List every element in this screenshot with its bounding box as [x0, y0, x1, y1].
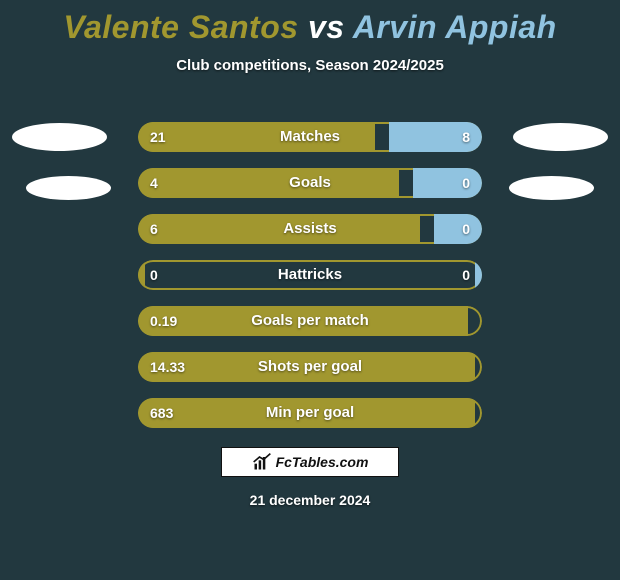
stat-row: 60Assists [138, 214, 482, 244]
title-vs: vs [308, 9, 345, 45]
stats-panel: 218Matches 40Goals 60Assists 00Hattricks 0.1… [138, 122, 482, 444]
stat-row: 0.19Goals per match [138, 306, 482, 336]
stat-row: 00Hattricks [138, 260, 482, 290]
stat-label: Matches [138, 122, 482, 152]
club-logo-left-1 [12, 123, 107, 151]
stat-label: Shots per goal [138, 352, 482, 382]
subtitle: Club competitions, Season 2024/2025 [0, 57, 620, 74]
stat-row: 218Matches [138, 122, 482, 152]
page-title: Valente Santos vs Arvin Appiah [0, 0, 620, 45]
stat-label: Assists [138, 214, 482, 244]
footer-date: 21 december 2024 [0, 492, 620, 508]
stat-row: 683Min per goal [138, 398, 482, 428]
brand-badge: FcTables.com [221, 447, 399, 477]
stat-row: 40Goals [138, 168, 482, 198]
brand-text: FcTables.com [276, 454, 369, 470]
title-player1: Valente Santos [63, 9, 298, 45]
chart-icon [252, 452, 272, 472]
stat-label: Min per goal [138, 398, 482, 428]
comparison-infographic: Valente Santos vs Arvin Appiah Club comp… [0, 0, 620, 580]
stat-row: 14.33Shots per goal [138, 352, 482, 382]
club-logo-right-2 [509, 176, 594, 200]
stat-label: Hattricks [138, 260, 482, 290]
stat-label: Goals per match [138, 306, 482, 336]
stat-label: Goals [138, 168, 482, 198]
club-logo-right-1 [513, 123, 608, 151]
title-player2: Arvin Appiah [353, 9, 557, 45]
club-logo-left-2 [26, 176, 111, 200]
